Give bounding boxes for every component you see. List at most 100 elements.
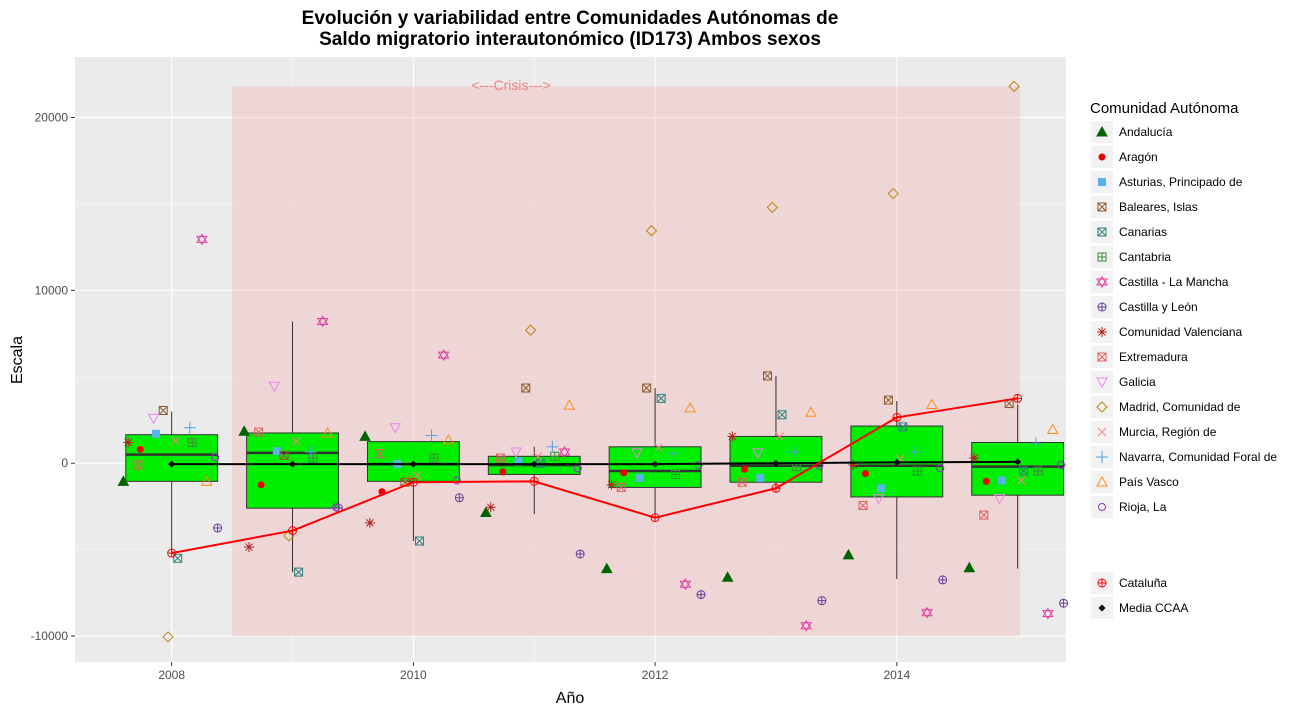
series-5: [187, 437, 1043, 479]
data-point: [898, 422, 908, 432]
data-point: [429, 453, 439, 463]
cataluna-point: [650, 513, 660, 523]
data-point: [667, 447, 680, 460]
data-point: [938, 575, 948, 585]
legend-item: Asturias, Principado de: [1091, 171, 1243, 193]
data-point: [616, 482, 626, 492]
series-10: [147, 381, 1006, 505]
data-point: [437, 349, 450, 362]
data-point: [133, 460, 143, 470]
data-point: [979, 510, 989, 520]
legend-symbol: [1096, 475, 1108, 487]
data-point: [332, 503, 341, 512]
data-point: [842, 548, 855, 560]
legend-symbol: [1096, 125, 1108, 137]
data-point: [926, 398, 938, 409]
data-point: [654, 443, 664, 453]
axis-ticks: -10000 0 10000 20000 2008 2010 2012 2014: [31, 111, 911, 683]
data-point: [817, 596, 827, 606]
data-point: [279, 450, 289, 460]
data-point: [1033, 466, 1043, 476]
legend-item: Navarra, Comunidad Foral de: [1091, 446, 1277, 468]
legend-item: Comunidad Valenciana: [1091, 321, 1243, 343]
data-point: [800, 619, 813, 632]
data-point: [454, 493, 464, 503]
data-point: [147, 413, 160, 425]
y-axis-title: Escala: [9, 336, 26, 384]
data-point: [877, 484, 886, 493]
legend-item: País Vasco: [1091, 471, 1179, 493]
legend-label: Canarias: [1119, 225, 1167, 239]
cataluna-point: [529, 476, 539, 486]
x-tick-label: 2010: [400, 668, 427, 682]
data-point: [550, 451, 560, 461]
legend-item: Castilla - La Mancha: [1091, 271, 1229, 293]
series-13: [183, 421, 1042, 460]
mean-ccaa-point: [289, 460, 297, 468]
data-point: [606, 479, 617, 490]
cataluna-point: [408, 477, 418, 487]
data-point: [268, 381, 281, 393]
legend-label: Media CCAA: [1119, 601, 1188, 615]
data-point: [1046, 423, 1059, 435]
mean-ccaa-point: [1014, 458, 1022, 466]
data-point: [694, 460, 703, 469]
legend-label: Castilla y León: [1119, 300, 1198, 314]
data-point: [364, 517, 375, 528]
cataluna-point: [771, 483, 781, 493]
data-point: [656, 393, 666, 403]
y-tick-label: 10000: [35, 283, 69, 297]
cataluna-point: [288, 526, 298, 536]
data-point: [963, 561, 976, 573]
data-point: [620, 469, 628, 477]
data-points: [117, 80, 1069, 643]
box-2015: [971, 404, 1065, 569]
legend-symbol: [1096, 276, 1108, 288]
legend-title: Comunidad Autónoma: [1090, 100, 1239, 117]
legend-item: Rioja, La: [1091, 496, 1167, 518]
y-tick-label: 0: [61, 456, 68, 470]
lines: [167, 393, 1023, 558]
legend-item: Baleares, Islas: [1091, 196, 1198, 218]
box-body: [729, 435, 823, 483]
legend-label: Cataluña: [1119, 576, 1167, 590]
mean-ccaa-point: [893, 458, 901, 466]
data-point: [777, 410, 787, 420]
legend-symbol: [1097, 427, 1107, 437]
data-point: [480, 506, 492, 517]
data-point: [600, 562, 613, 574]
legend-symbol: [1097, 202, 1107, 212]
data-point: [158, 405, 168, 415]
data-point: [751, 448, 764, 459]
legend-label: Aragón: [1119, 150, 1158, 164]
data-point: [921, 606, 933, 619]
data-point: [727, 431, 738, 442]
data-point: [316, 315, 329, 328]
mean-ccaa-point: [168, 460, 176, 468]
data-point: [936, 464, 945, 473]
data-point: [117, 475, 130, 486]
legend-label: Asturias, Principado de: [1119, 175, 1243, 189]
box-body: [246, 432, 339, 509]
y-tick-label: 20000: [35, 111, 69, 125]
data-point: [997, 476, 1006, 485]
mean-ccaa-point: [409, 460, 417, 468]
mean-ccaa-point: [530, 460, 538, 468]
data-point: [912, 466, 922, 476]
series-6: [195, 233, 1054, 632]
data-point: [741, 465, 749, 473]
data-point: [969, 453, 980, 464]
data-point: [737, 477, 747, 487]
legend-symbol: [1098, 503, 1106, 511]
data-point: [848, 459, 859, 470]
data-point: [359, 430, 371, 441]
data-point: [414, 536, 424, 546]
data-point: [788, 445, 801, 458]
legend-label: Comunidad Valenciana: [1119, 325, 1243, 339]
data-point: [575, 549, 585, 559]
data-point: [908, 445, 921, 458]
data-point: [982, 477, 990, 485]
data-point: [183, 421, 196, 434]
legend-label: Navarra, Comunidad Foral de: [1119, 450, 1277, 464]
mean-ccaa-line: [171, 460, 1018, 466]
